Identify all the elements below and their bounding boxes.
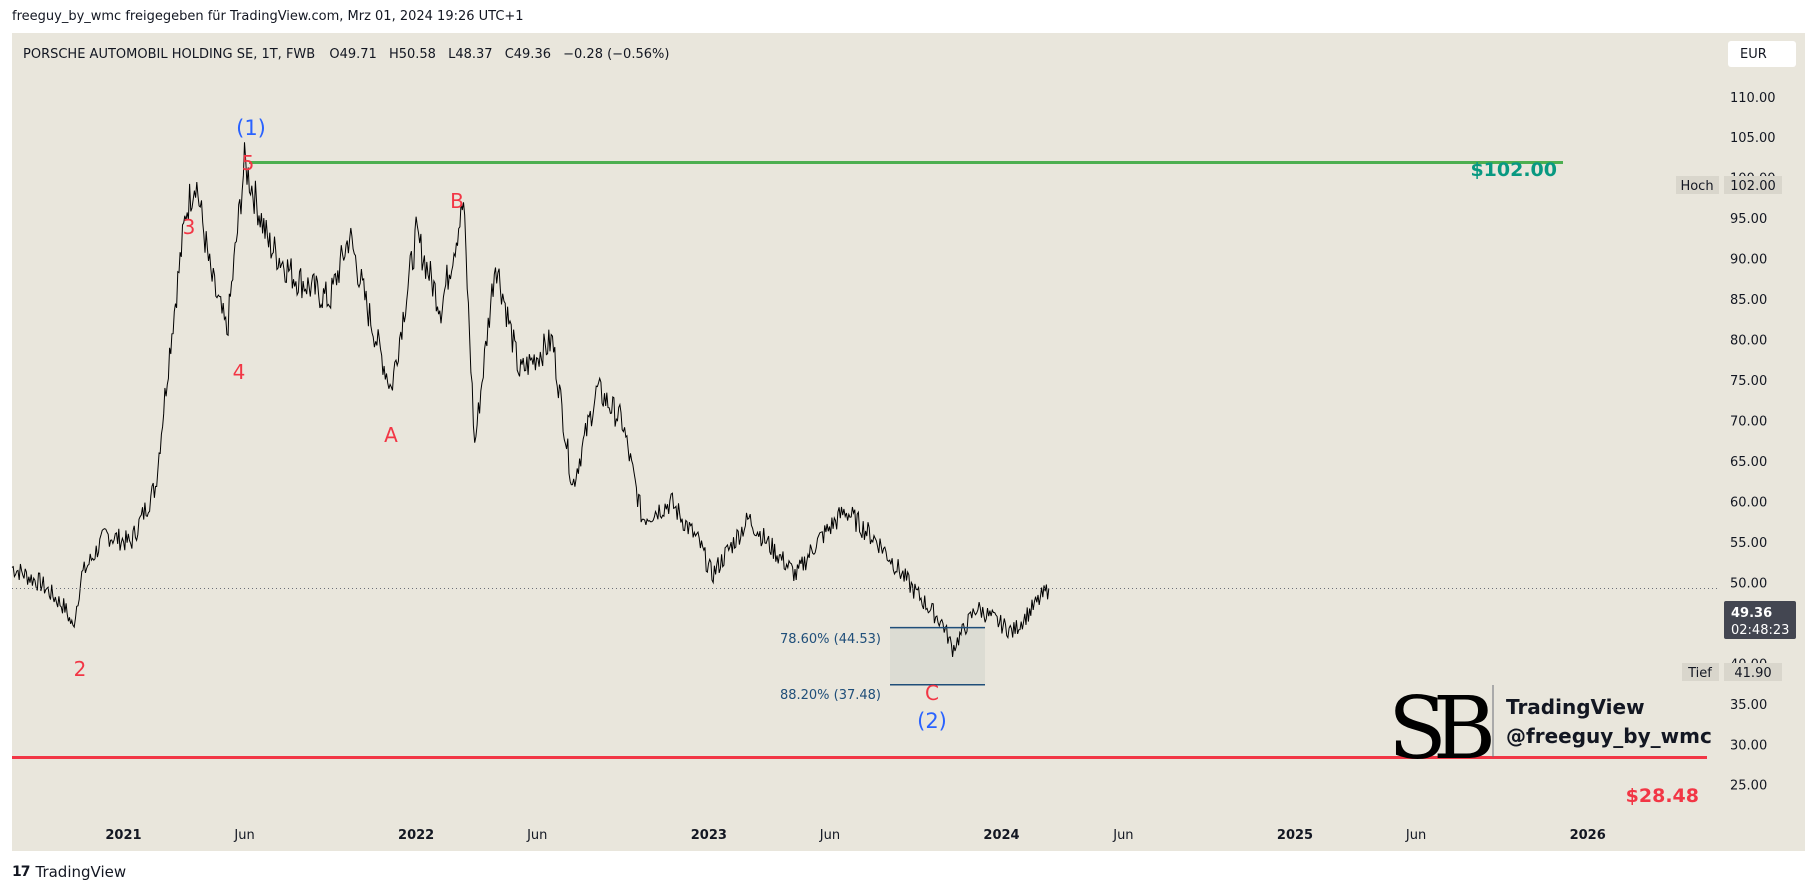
y-tick-label: 85.00 xyxy=(1730,293,1767,308)
tief-value: 41.90 xyxy=(1734,666,1771,681)
watermark-line1: TradingView xyxy=(1506,695,1645,719)
wave-a-label: A xyxy=(384,423,398,447)
wave-2-label: 2 xyxy=(74,657,87,681)
wave-1-label: (1) xyxy=(236,116,266,140)
y-tick-label: 110.00 xyxy=(1730,91,1776,106)
y-tick-label: 50.00 xyxy=(1730,576,1767,591)
support-label: $28.48 xyxy=(1626,785,1699,807)
resistance-label: $102.00 xyxy=(1470,159,1557,181)
x-tick-label: Jun xyxy=(819,828,840,843)
y-tick-label: 60.00 xyxy=(1730,495,1767,510)
legend-symbol: PORSCHE AUTOMOBIL HOLDING SE, 1T, FWB O4… xyxy=(23,47,669,62)
tief-value-badge xyxy=(1724,663,1782,681)
y-tick-label: 35.00 xyxy=(1730,698,1767,713)
footer: 17 TradingView xyxy=(12,863,126,881)
publisher-header: freeguy_by_wmc freigegeben für TradingVi… xyxy=(12,9,524,24)
x-tick-label: Jun xyxy=(1405,828,1426,843)
hoch-badge xyxy=(1676,176,1719,194)
x-tick-label: 2026 xyxy=(1570,828,1606,843)
x-tick-label: 2024 xyxy=(983,828,1019,843)
hoch-label: Hoch xyxy=(1680,179,1713,194)
x-tick-label: 2025 xyxy=(1277,828,1313,843)
hoch-value-badge xyxy=(1724,176,1782,194)
legend-close: C49.36 xyxy=(505,47,551,62)
y-tick-label: 65.00 xyxy=(1730,455,1767,470)
y-tick-label: 25.00 xyxy=(1730,779,1767,794)
x-tick-label: 2022 xyxy=(398,828,434,843)
price-series xyxy=(11,142,1050,657)
price-line xyxy=(11,142,1050,657)
tief-badge xyxy=(1682,663,1719,681)
last-price-value: 49.36 xyxy=(1731,606,1772,621)
fib-882-label: 88.20% (37.48) xyxy=(780,688,881,703)
wave-4-label: 4 xyxy=(233,360,246,384)
y-tick-label: 80.00 xyxy=(1730,334,1767,349)
legend-open: O49.71 xyxy=(329,47,376,62)
wave-b-label: B xyxy=(450,189,464,213)
y-tick-label: 105.00 xyxy=(1730,131,1776,146)
axes: 25.0030.0035.0040.0045.0050.0055.0060.00… xyxy=(105,50,1775,843)
countdown-value: 02:48:23 xyxy=(1731,623,1789,638)
currency-selector[interactable]: EUR xyxy=(1728,41,1796,67)
tief-label: Tief xyxy=(1687,666,1712,681)
x-tick-label: 2021 xyxy=(105,828,141,843)
watermark-line2: @freeguy_by_wmc xyxy=(1506,724,1712,748)
legend-high: H50.58 xyxy=(389,47,436,62)
legend-symbol-text: PORSCHE AUTOMOBIL HOLDING SE, 1T, FWB xyxy=(23,47,315,62)
x-tick-label: Jun xyxy=(233,828,254,843)
y-tick-label: 95.00 xyxy=(1730,212,1767,227)
y-tick-label: 75.00 xyxy=(1730,374,1767,389)
legend-low: L48.37 xyxy=(448,47,492,62)
hoch-value: 102.00 xyxy=(1730,179,1776,194)
x-tick-label: Jun xyxy=(526,828,547,843)
last-price-badge xyxy=(1724,601,1796,639)
footer-brand[interactable]: TradingView xyxy=(35,863,127,881)
tradingview-logo-icon[interactable]: 17 xyxy=(12,864,31,880)
wave-c-label: C xyxy=(925,681,939,705)
watermark: SB TradingView @freeguy_by_wmc xyxy=(1388,679,1712,779)
y-tick-label: 55.00 xyxy=(1730,536,1767,551)
chart-area[interactable] xyxy=(12,33,1805,851)
y-tick-label: 30.00 xyxy=(1730,738,1767,753)
x-tick-label: Jun xyxy=(1112,828,1133,843)
wave-5-label: 5 xyxy=(242,151,255,175)
y-tick-label: 70.00 xyxy=(1730,415,1767,430)
x-tick-label: 2023 xyxy=(691,828,727,843)
fib-786-label: 78.60% (44.53) xyxy=(780,632,881,647)
fib-zone xyxy=(890,627,985,685)
wave-3-label: 3 xyxy=(183,215,196,239)
y-tick-label: 90.00 xyxy=(1730,253,1767,268)
legend-change: −0.28 (−0.56%) xyxy=(563,47,669,62)
wave-2-major-label: (2) xyxy=(917,709,947,733)
watermark-monogram: SB xyxy=(1388,679,1491,779)
